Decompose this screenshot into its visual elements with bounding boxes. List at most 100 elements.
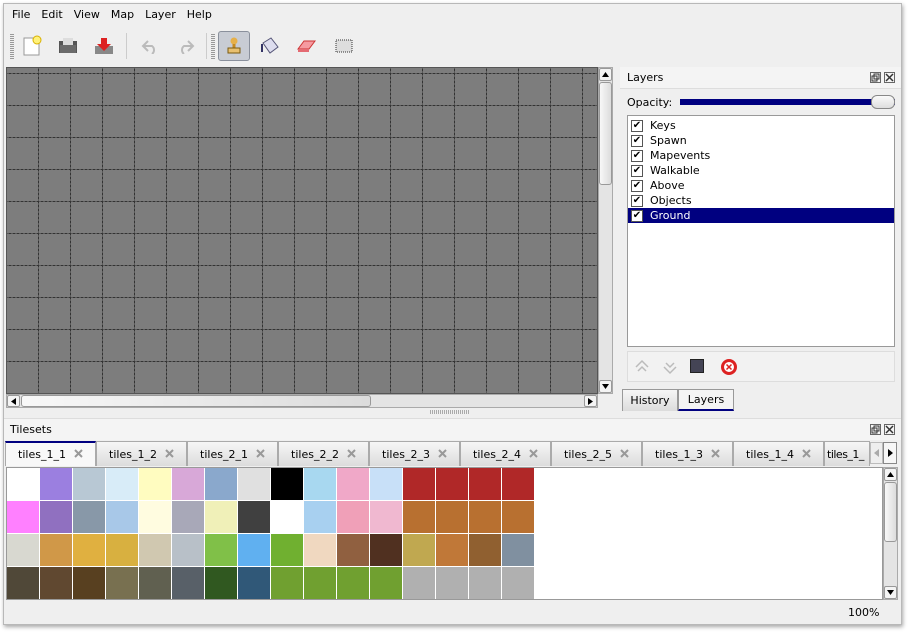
tile[interactable] [7, 501, 39, 533]
scroll-up-icon[interactable] [599, 68, 612, 81]
tile[interactable] [403, 567, 435, 599]
raise-layer-icon[interactable] [634, 359, 650, 378]
rect-select-icon[interactable] [328, 31, 360, 61]
close-tab-icon[interactable] [74, 448, 83, 461]
tile[interactable] [106, 501, 138, 533]
visibility-checkbox[interactable]: ✔ [631, 209, 643, 222]
delete-layer-icon[interactable] [721, 359, 737, 378]
tile[interactable] [469, 567, 501, 599]
map-canvas[interactable] [6, 67, 598, 394]
tile[interactable] [139, 534, 171, 566]
tile[interactable] [337, 567, 369, 599]
tileset-tab[interactable]: tiles_1_3 [642, 441, 733, 466]
tile[interactable] [337, 501, 369, 533]
visibility-checkbox[interactable]: ✔ [631, 164, 643, 177]
tile[interactable] [205, 534, 237, 566]
tile[interactable] [40, 468, 72, 500]
tile[interactable] [172, 468, 204, 500]
layer-row-keys[interactable]: ✔ Keys [628, 118, 894, 133]
tile[interactable] [469, 501, 501, 533]
scroll-left-icon[interactable] [7, 395, 20, 407]
tile[interactable] [40, 501, 72, 533]
visibility-checkbox[interactable]: ✔ [631, 149, 643, 162]
tile[interactable] [73, 567, 105, 599]
close-tab-icon[interactable] [256, 448, 265, 461]
tileset-tab[interactable]: tiles_2_1 [187, 441, 278, 466]
open-folder-icon[interactable] [52, 31, 84, 61]
tile[interactable] [205, 468, 237, 500]
tab-layers[interactable]: Layers [678, 389, 734, 411]
scroll-up-icon[interactable] [884, 468, 897, 481]
stamp-brush-icon[interactable] [218, 31, 250, 61]
menu-view[interactable]: View [73, 8, 100, 21]
scroll-thumb[interactable] [884, 482, 897, 542]
tile[interactable] [238, 534, 270, 566]
close-tab-icon[interactable] [711, 448, 720, 461]
menu-layer[interactable]: Layer [145, 8, 176, 21]
menu-file[interactable]: File [12, 8, 31, 21]
visibility-checkbox[interactable]: ✔ [631, 119, 643, 132]
close-icon[interactable] [884, 424, 895, 435]
map-horizontal-scrollbar[interactable] [6, 394, 598, 408]
tileset-tab[interactable]: tiles_1_ [824, 441, 870, 466]
tab-history[interactable]: History [622, 389, 678, 411]
tile[interactable] [73, 534, 105, 566]
scroll-right-icon[interactable] [584, 395, 597, 407]
tile[interactable] [271, 567, 303, 599]
tile[interactable] [436, 534, 468, 566]
tile[interactable] [502, 468, 534, 500]
lower-layer-icon[interactable] [662, 359, 678, 378]
tile[interactable] [73, 501, 105, 533]
tile[interactable] [106, 468, 138, 500]
tile[interactable] [205, 501, 237, 533]
close-tab-icon[interactable] [165, 448, 174, 461]
tile[interactable] [403, 501, 435, 533]
visibility-checkbox[interactable]: ✔ [631, 179, 643, 192]
tile[interactable] [502, 567, 534, 599]
toolbar-grip[interactable] [10, 34, 14, 60]
undo-icon[interactable] [134, 31, 166, 61]
tile[interactable] [403, 468, 435, 500]
layer-row-ground[interactable]: ✔ Ground [628, 208, 894, 223]
menu-edit[interactable]: Edit [41, 8, 63, 21]
tile[interactable] [370, 534, 402, 566]
tabs-scroll-right-icon[interactable] [883, 442, 897, 464]
close-icon[interactable] [884, 72, 895, 83]
tile[interactable] [271, 501, 303, 533]
tile[interactable] [304, 534, 336, 566]
layer-row-above[interactable]: ✔ Above [628, 178, 894, 193]
close-tab-icon[interactable] [620, 448, 629, 461]
opacity-slider[interactable] [680, 95, 895, 109]
tile[interactable] [271, 468, 303, 500]
tileset-tab[interactable]: tiles_2_4 [460, 441, 551, 466]
close-tab-icon[interactable] [802, 448, 811, 461]
scroll-down-icon[interactable] [599, 380, 612, 393]
duplicate-layer-icon[interactable] [690, 359, 704, 373]
tile[interactable] [139, 501, 171, 533]
tile[interactable] [370, 468, 402, 500]
tile[interactable] [205, 567, 237, 599]
tile[interactable] [7, 567, 39, 599]
tileset-tab[interactable]: tiles_2_3 [369, 441, 460, 466]
tile[interactable] [271, 534, 303, 566]
tileset-tab[interactable]: tiles_2_5 [551, 441, 642, 466]
tile[interactable] [7, 534, 39, 566]
visibility-checkbox[interactable]: ✔ [631, 134, 643, 147]
bucket-fill-icon[interactable] [254, 31, 286, 61]
tile[interactable] [502, 534, 534, 566]
tile[interactable] [337, 534, 369, 566]
tile[interactable] [436, 567, 468, 599]
redo-icon[interactable] [170, 31, 202, 61]
layer-row-walkable[interactable]: ✔ Walkable [628, 163, 894, 178]
close-tab-icon[interactable] [529, 448, 538, 461]
tile[interactable] [139, 468, 171, 500]
layer-row-mapevents[interactable]: ✔ Mapevents [628, 148, 894, 163]
tile[interactable] [304, 501, 336, 533]
tile[interactable] [238, 468, 270, 500]
tile[interactable] [172, 501, 204, 533]
menu-map[interactable]: Map [110, 8, 135, 21]
tileset-view[interactable] [6, 467, 883, 600]
tabs-scroll-left-icon[interactable] [870, 442, 883, 464]
tile[interactable] [238, 567, 270, 599]
tile[interactable] [436, 468, 468, 500]
